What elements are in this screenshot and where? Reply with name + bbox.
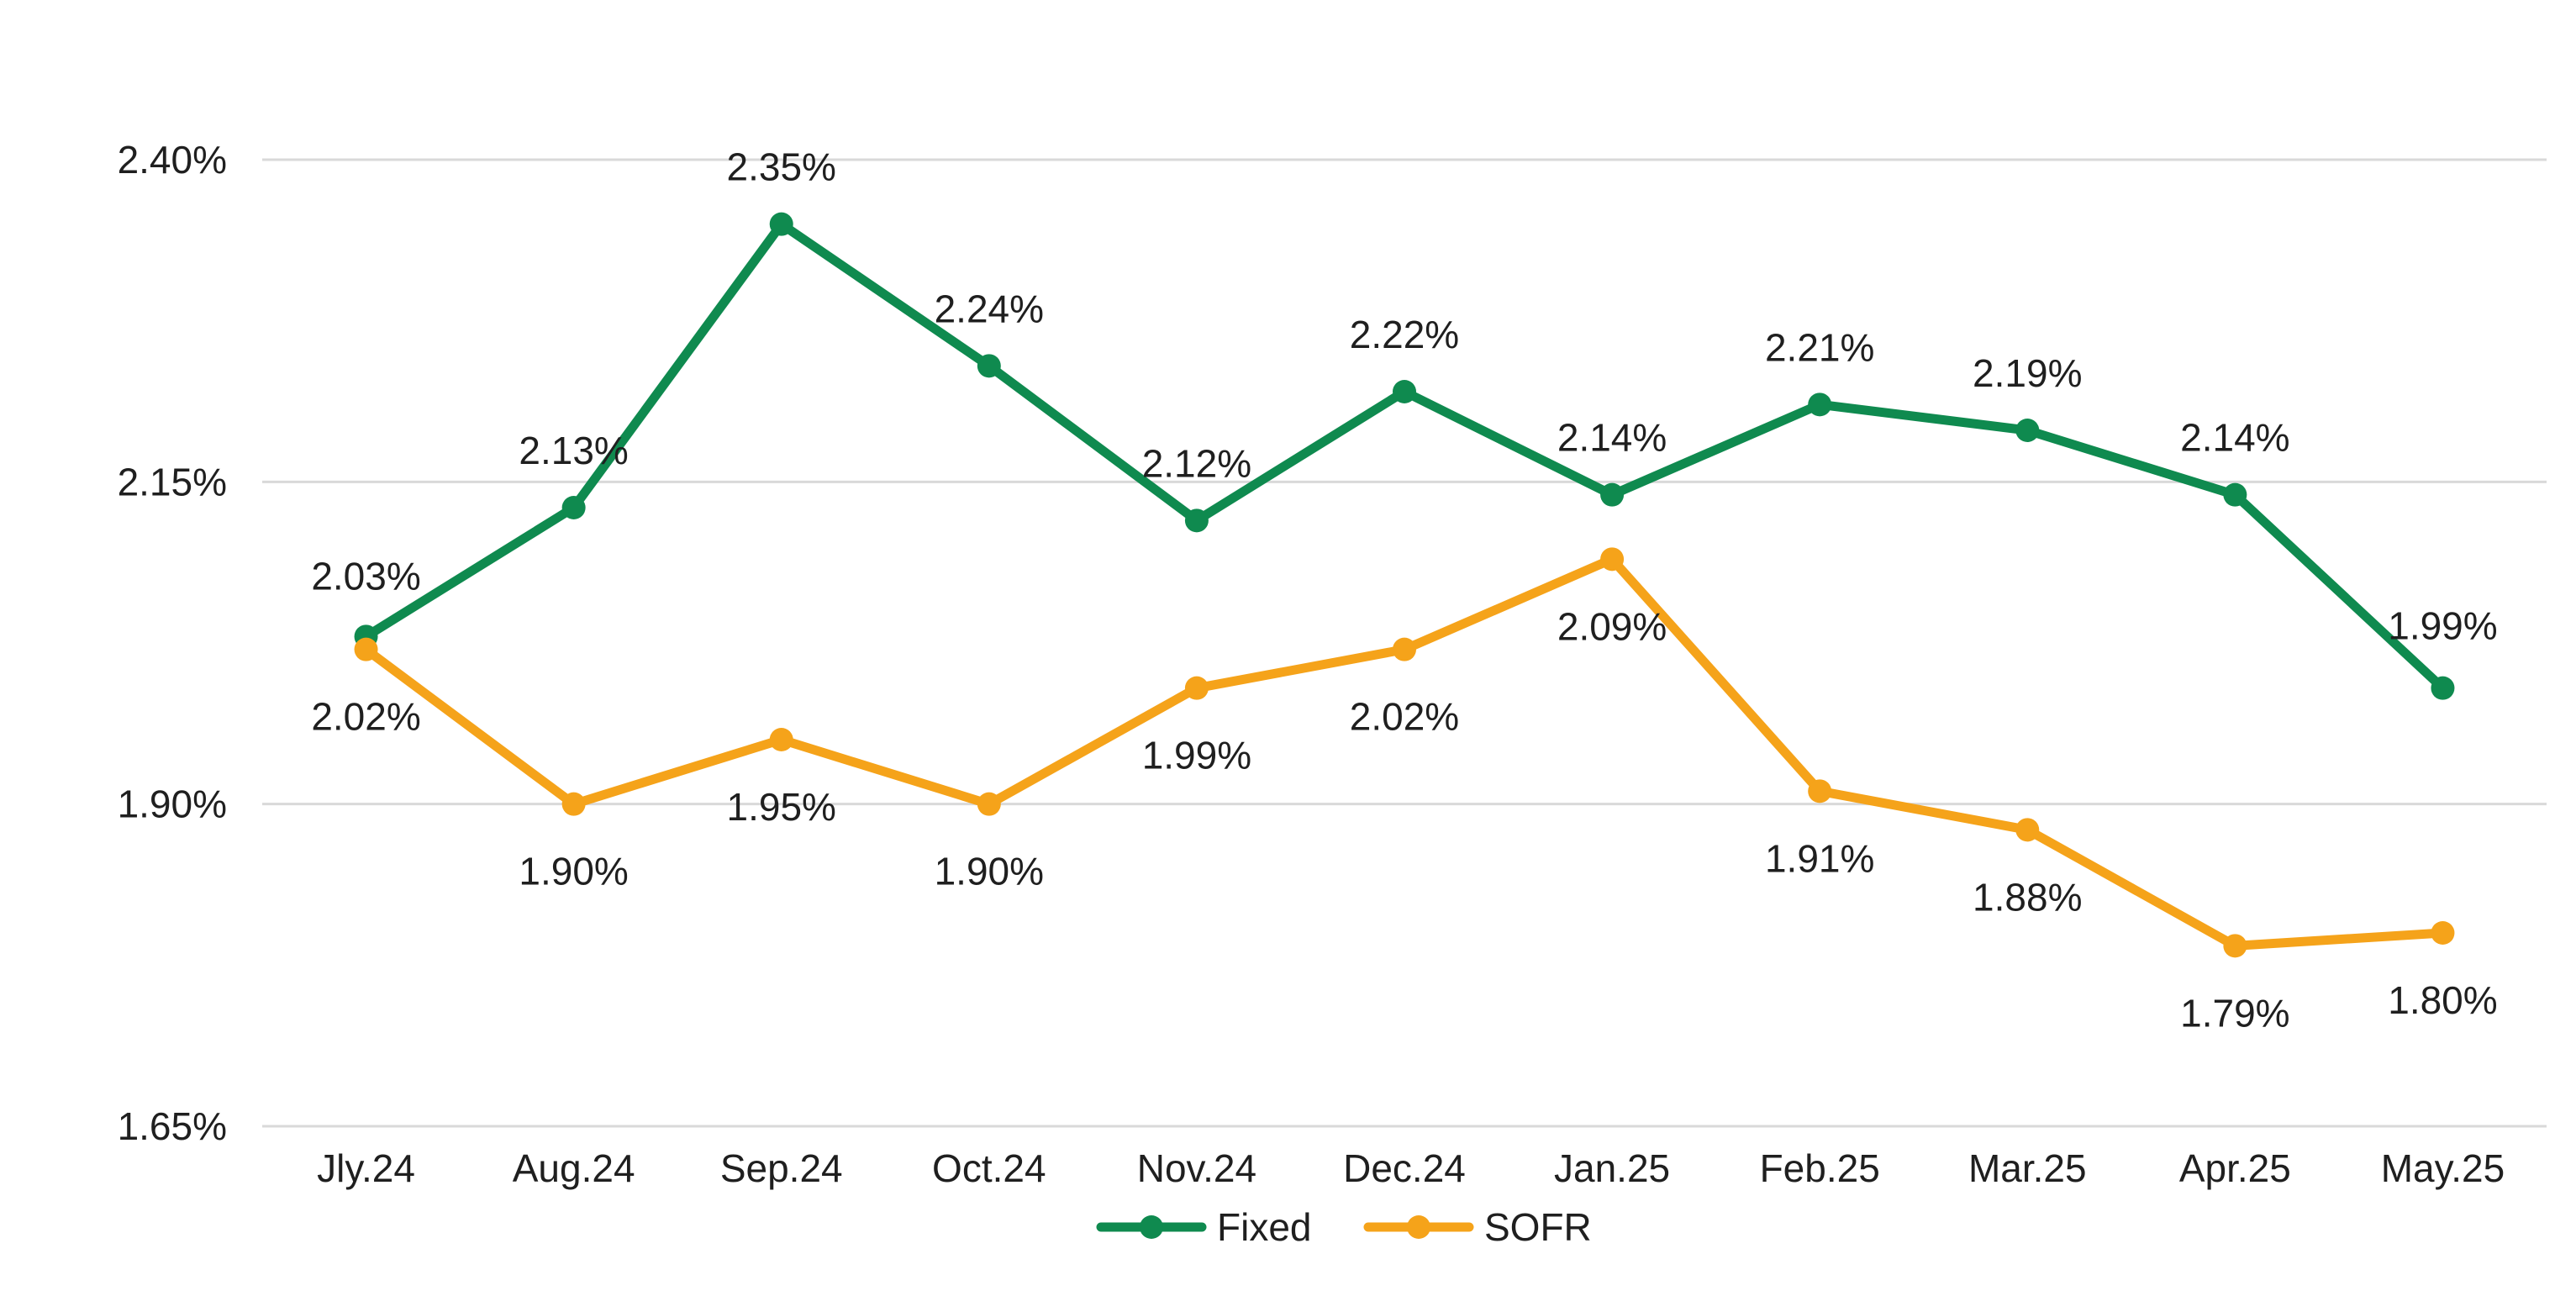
data-point-fixed xyxy=(1808,392,1832,417)
x-tick-label: Nov.24 xyxy=(1137,1146,1256,1190)
data-point-sofr xyxy=(561,792,586,816)
series-line-fixed xyxy=(361,219,2447,693)
x-tick-label: Feb.25 xyxy=(1760,1146,1880,1190)
data-label-fixed: 2.13% xyxy=(519,429,628,472)
data-label-fixed: 1.99% xyxy=(2388,604,2497,648)
data-label-sofr: 1.79% xyxy=(2180,991,2289,1035)
data-point-fixed xyxy=(561,496,586,519)
x-tick-label: Apr.25 xyxy=(2179,1146,2291,1190)
data-point-sofr xyxy=(1184,676,1209,700)
data-point-fixed xyxy=(2015,419,2040,442)
series-line-sofr xyxy=(361,554,2447,951)
data-point-fixed xyxy=(1184,508,1209,533)
legend: Fixed SOFR xyxy=(1096,1205,1592,1249)
x-tick-label: Oct.24 xyxy=(932,1146,1046,1190)
y-tick-label: 1.90% xyxy=(118,782,227,826)
data-label-fixed: 2.14% xyxy=(1557,416,1667,460)
x-axis-tick-labels: Jly.24 Aug.24 Sep.24 Oct.24 Nov.24 Dec.24 Jan.… xyxy=(317,1146,2505,1190)
data-point-fixed xyxy=(2223,482,2247,507)
data-label-sofr: 1.88% xyxy=(1973,875,2082,919)
x-tick-label: Dec.24 xyxy=(1343,1146,1466,1190)
data-label-sofr: 2.02% xyxy=(1350,695,1459,739)
data-point-fixed xyxy=(769,212,793,236)
data-point-sofr xyxy=(1393,637,1416,661)
legend-label: SOFR xyxy=(1484,1205,1592,1249)
data-label-sofr: 1.80% xyxy=(2388,978,2497,1022)
y-tick-label: 2.15% xyxy=(118,460,227,503)
data-label-fixed: 2.03% xyxy=(311,554,420,598)
data-label-sofr: 1.91% xyxy=(1765,836,1874,880)
x-tick-label: May.25 xyxy=(2381,1146,2505,1190)
y-axis-tick-labels: 1.65% 1.90% 2.15% 2.40% xyxy=(118,138,227,1148)
legend-item-sofr: SOFR xyxy=(1363,1205,1592,1249)
x-tick-label: Mar.25 xyxy=(1968,1146,2087,1190)
legend-label: Fixed xyxy=(1217,1205,1311,1249)
data-label-fixed: 2.35% xyxy=(727,145,836,189)
data-point-sofr xyxy=(2431,921,2455,945)
legend-item-fixed: Fixed xyxy=(1096,1205,1311,1249)
data-label-sofr: 1.90% xyxy=(519,850,628,893)
data-label-fixed: 2.21% xyxy=(1765,325,1874,369)
data-label-sofr: 1.99% xyxy=(1142,734,1251,777)
data-label-sofr: 2.02% xyxy=(311,695,420,739)
data-label-fixed: 2.12% xyxy=(1142,441,1251,485)
y-tick-label: 2.40% xyxy=(118,138,227,182)
gridlines xyxy=(262,158,2547,1128)
x-tick-label: Jly.24 xyxy=(317,1146,415,1190)
legend-swatch-marker xyxy=(1140,1215,1163,1239)
legend-swatch-marker xyxy=(1407,1215,1430,1239)
data-label-sofr: 2.09% xyxy=(1557,604,1667,648)
data-point-sofr xyxy=(977,792,1001,816)
x-tick-label: Aug.24 xyxy=(513,1146,635,1190)
data-point-fixed xyxy=(977,354,1001,378)
data-point-sofr xyxy=(769,728,793,751)
x-tick-label: Sep.24 xyxy=(720,1146,843,1190)
data-labels: 2.03% 2.13% 2.35% 2.24% 2.12% 2.22% 2.14% 2.21%… xyxy=(311,145,2497,1035)
data-label-fixed: 2.24% xyxy=(935,287,1044,330)
data-point-sofr xyxy=(354,637,378,661)
data-label-fixed: 2.22% xyxy=(1350,313,1459,356)
series-points xyxy=(354,212,2455,958)
data-point-fixed xyxy=(2431,676,2455,700)
data-point-sofr xyxy=(1808,779,1832,803)
x-tick-label: Jan.25 xyxy=(1554,1146,1670,1190)
y-tick-label: 1.65% xyxy=(118,1104,227,1148)
data-label-fixed: 2.19% xyxy=(1973,351,2082,395)
data-label-sofr: 1.95% xyxy=(727,785,836,829)
data-point-sofr xyxy=(1600,547,1625,572)
data-label-fixed: 2.14% xyxy=(2180,416,2289,460)
data-point-fixed xyxy=(1600,482,1625,507)
data-point-sofr xyxy=(2015,818,2040,842)
data-point-sofr xyxy=(2223,934,2247,958)
data-label-sofr: 1.90% xyxy=(935,850,1044,893)
data-point-fixed xyxy=(1393,380,1416,403)
